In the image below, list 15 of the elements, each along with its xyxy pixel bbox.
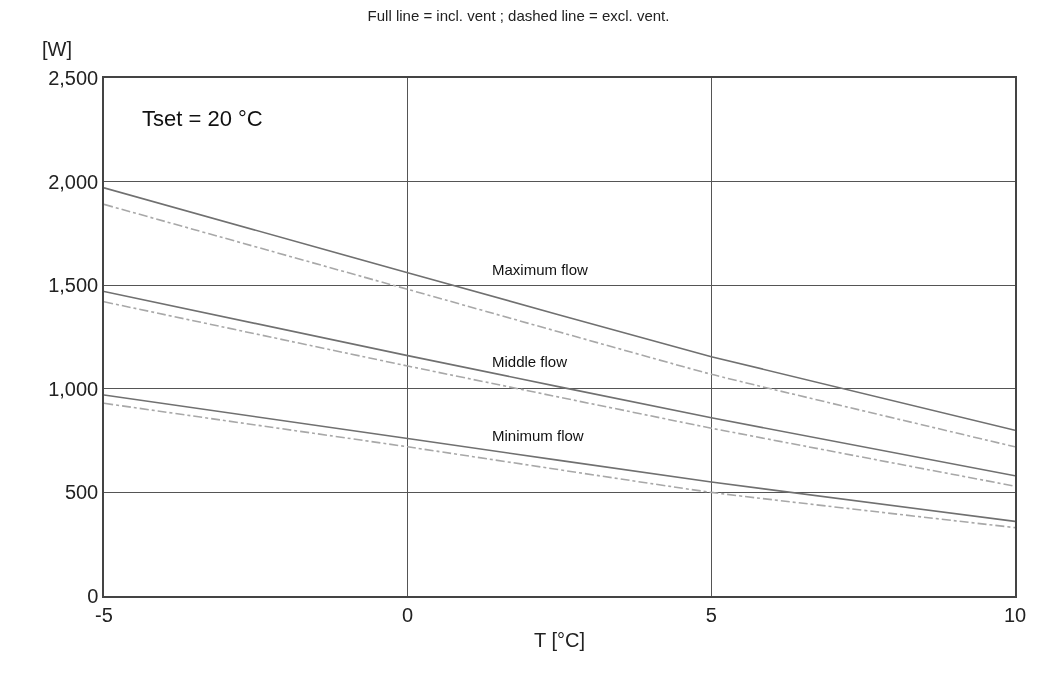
x-tick-label: 0 (402, 603, 414, 626)
x-tick-label: 5 (705, 603, 717, 626)
annotation: Middle flow (492, 353, 568, 370)
annotation: Minimum flow (492, 427, 584, 444)
y-tick-label: 500 (64, 481, 99, 504)
y-tick-label: 1,000 (48, 377, 99, 400)
y-tick-label: 2,000 (48, 170, 99, 193)
chart-title: Full line = incl. vent ; dashed line = excl. vent. (367, 6, 670, 24)
y-axis-title: [W] (42, 38, 72, 60)
y-tick-label: 2,500 (48, 67, 99, 89)
x-tick-label: 10 (1003, 603, 1027, 626)
annotation: Tset = 20 °C (142, 106, 263, 131)
y-tick-label: 1,500 (48, 274, 99, 297)
x-axis-title: T [°C] (534, 628, 585, 651)
annotation: Maximum flow (492, 261, 589, 278)
